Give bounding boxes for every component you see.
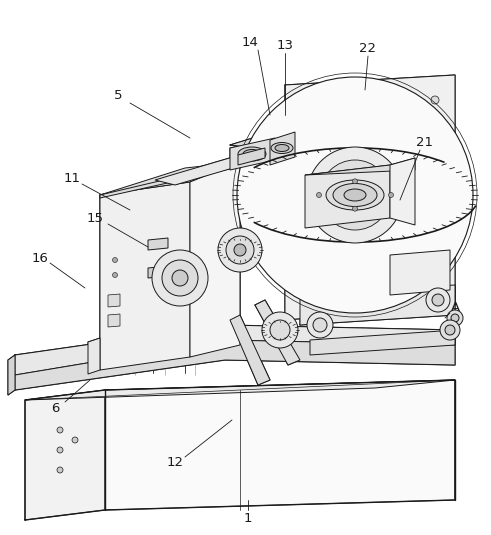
Circle shape [313,318,327,332]
Circle shape [317,193,322,197]
Ellipse shape [344,189,366,201]
Polygon shape [230,138,275,170]
Polygon shape [300,285,455,325]
Circle shape [270,320,290,340]
Polygon shape [100,155,260,198]
Circle shape [431,96,439,104]
Circle shape [307,147,403,243]
Text: 12: 12 [166,456,184,470]
Polygon shape [108,314,120,327]
Polygon shape [155,152,260,185]
Circle shape [112,272,117,278]
Polygon shape [255,300,300,365]
Polygon shape [270,132,295,165]
Polygon shape [105,380,455,510]
Polygon shape [390,158,415,225]
Circle shape [226,236,254,264]
Circle shape [320,160,390,230]
Polygon shape [15,325,455,375]
Text: 15: 15 [86,211,104,225]
Ellipse shape [271,142,293,154]
Text: 16: 16 [31,251,49,264]
Circle shape [447,310,463,326]
Polygon shape [230,125,320,148]
Circle shape [162,260,198,296]
Polygon shape [230,315,270,385]
Polygon shape [108,294,120,307]
Polygon shape [148,266,168,278]
Circle shape [234,244,246,256]
Circle shape [388,193,393,197]
Ellipse shape [238,147,266,161]
Circle shape [353,206,357,211]
Polygon shape [310,330,455,355]
Text: 5: 5 [114,88,122,102]
Circle shape [432,294,444,306]
Text: 11: 11 [63,172,81,185]
Text: 6: 6 [51,401,59,415]
Text: 22: 22 [359,42,377,55]
Circle shape [307,312,333,338]
Circle shape [445,325,455,335]
Text: 13: 13 [276,39,294,51]
Text: 21: 21 [416,135,434,149]
Circle shape [72,437,78,443]
Polygon shape [15,340,455,390]
Polygon shape [305,158,415,175]
Circle shape [57,467,63,473]
Circle shape [353,179,357,184]
Circle shape [451,314,459,322]
Polygon shape [25,380,455,400]
Text: 14: 14 [242,35,258,49]
Polygon shape [238,148,265,165]
Polygon shape [88,338,100,374]
Polygon shape [148,238,168,250]
Text: A: A [450,301,460,314]
Ellipse shape [326,180,384,210]
Polygon shape [190,162,240,357]
Circle shape [152,250,208,306]
Ellipse shape [275,144,289,151]
Polygon shape [100,182,190,370]
Circle shape [57,447,63,453]
Ellipse shape [243,149,261,158]
Polygon shape [305,165,390,228]
Circle shape [237,77,473,313]
Circle shape [262,312,298,348]
Text: 1: 1 [244,511,252,524]
Circle shape [172,270,188,286]
Polygon shape [285,75,455,320]
Polygon shape [390,250,450,295]
Circle shape [440,320,460,340]
Circle shape [218,228,262,272]
Ellipse shape [333,184,377,207]
Circle shape [426,288,450,312]
Polygon shape [25,390,105,520]
Circle shape [112,257,117,263]
Polygon shape [100,162,240,195]
Polygon shape [8,355,15,395]
Circle shape [57,427,63,433]
